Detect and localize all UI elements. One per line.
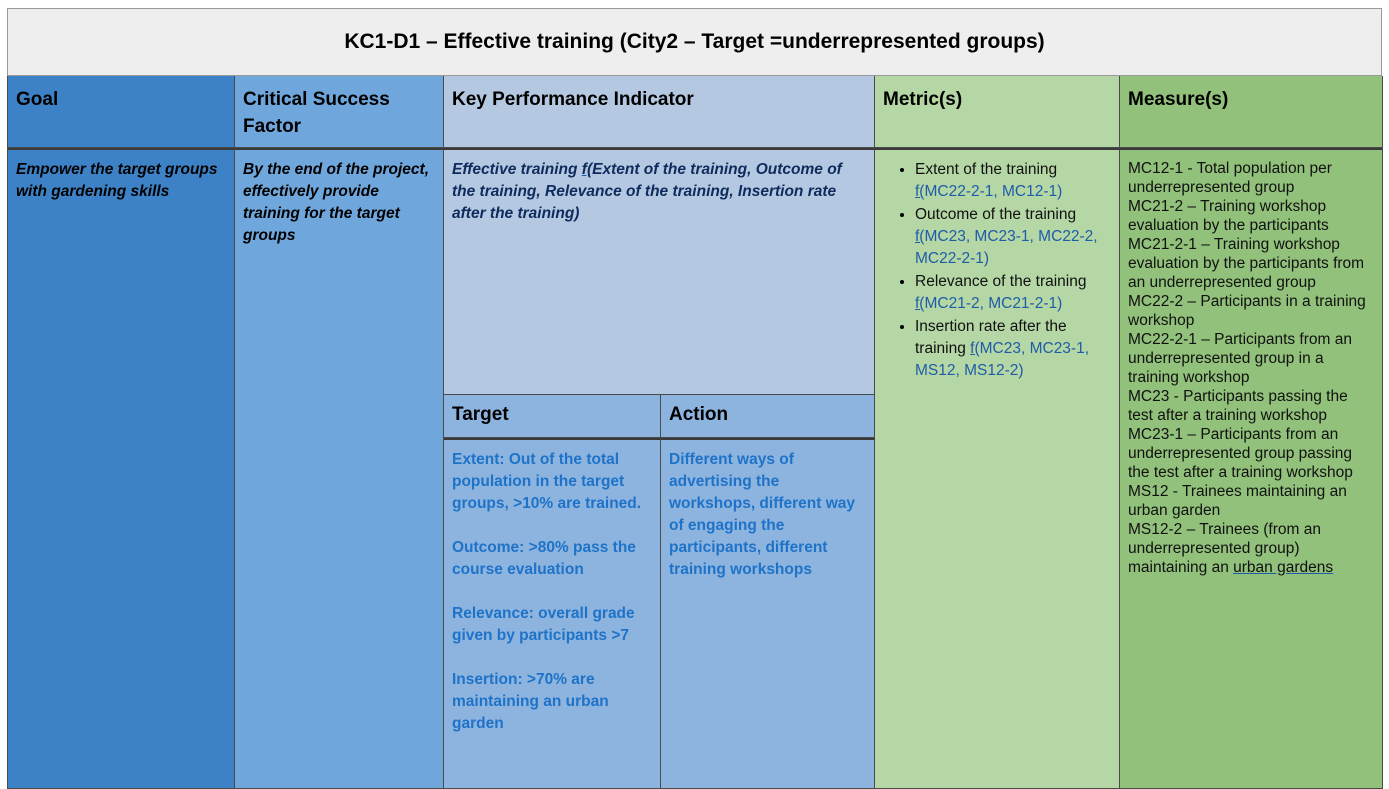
action-cell: Different ways of advertising the worksh…: [661, 438, 875, 789]
header-target: Target: [444, 395, 661, 438]
measures-list: MC12-1 - Total population per underrepre…: [1120, 150, 1382, 577]
measure-item: MC12-1 - Total population per underrepre…: [1128, 160, 1332, 196]
header-measures: Measure(s): [1120, 76, 1383, 148]
target-relevance: Relevance: overall grade given by partic…: [452, 605, 635, 644]
measure-item: MC22-2 – Participants in a training work…: [1128, 293, 1366, 329]
measure-item: MC23 - Participants passing the test aft…: [1128, 388, 1348, 424]
metric-item: Extent of the training f(MC22-2-1, MC12-…: [915, 159, 1115, 203]
measure-item: MS12-2 – Trainees (from an underrepresen…: [1128, 521, 1334, 576]
header-key-performance-indicator: Key Performance Indicator: [444, 76, 875, 148]
header-metrics: Metric(s): [875, 76, 1120, 148]
metrics-cell: Extent of the training f(MC22-2-1, MC12-…: [875, 148, 1120, 789]
document-title: KC1-D1 – Effective training (City2 – Tar…: [7, 8, 1382, 76]
measure-item: MS12 - Trainees maintaining an urban gar…: [1128, 483, 1347, 519]
measure-item: MC23-1 – Participants from an underrepre…: [1128, 426, 1353, 481]
measure-item: MC21-2-1 – Training workshop evaluation …: [1128, 236, 1365, 291]
metric-item: Insertion rate after the training f(MC23…: [915, 316, 1115, 382]
measures-cell: MC12-1 - Total population per underrepre…: [1120, 148, 1383, 789]
kpi-prefix: Effective training: [452, 161, 582, 178]
header-goal: Goal: [7, 76, 235, 148]
kpi-rest: Extent of the training, Outcome of the t…: [452, 161, 842, 222]
target-cell: Extent: Out of the total population in t…: [444, 438, 661, 789]
header-critical-success-factor: Critical Success Factor: [235, 76, 444, 148]
goal-cell: Empower the target groups with gardening…: [7, 148, 235, 789]
csf-text: By the end of the project, effectively p…: [243, 161, 430, 244]
header-action: Action: [661, 395, 875, 438]
measure-item: MC22-2-1 – Participants from an underrep…: [1128, 331, 1352, 386]
goal-text: Empower the target groups with gardening…: [16, 161, 218, 200]
target-outcome: Outcome: >80% pass the course evaluation: [452, 539, 636, 578]
target-extent: Extent: Out of the total population in t…: [452, 451, 642, 512]
kpi-function: f(: [581, 161, 593, 178]
action-text: Different ways of advertising the worksh…: [669, 451, 856, 578]
measure-item: MC21-2 – Training workshop evaluation by…: [1128, 198, 1329, 234]
target-insertion: Insertion: >70% are maintaining an urban…: [452, 671, 609, 732]
csf-cell: By the end of the project, effectively p…: [235, 148, 444, 789]
metrics-list: Extent of the training f(MC22-2-1, MC12-…: [875, 150, 1119, 382]
metric-item: Relevance of the training f(MC21-2, MC21…: [915, 271, 1115, 315]
kpi-cell: Effective training f(Extent of the train…: [444, 148, 875, 395]
metric-item: Outcome of the training f(MC23, MC23-1, …: [915, 204, 1115, 270]
